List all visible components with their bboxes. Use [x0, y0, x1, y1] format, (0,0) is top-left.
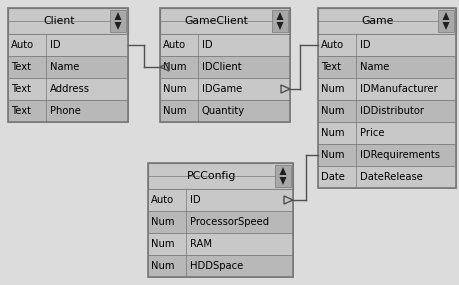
- Bar: [8, 100, 128, 122]
- Bar: [271, 10, 287, 32]
- Text: IDRequirements: IDRequirements: [359, 150, 439, 160]
- Bar: [8, 78, 128, 100]
- Text: ProcessorSpeed: ProcessorSpeed: [190, 217, 269, 227]
- Bar: [8, 34, 128, 56]
- Text: Auto: Auto: [11, 40, 34, 50]
- Bar: [148, 189, 292, 211]
- Text: HDDSpace: HDDSpace: [190, 261, 243, 271]
- Bar: [317, 8, 455, 34]
- Text: Text: Text: [11, 62, 31, 72]
- Bar: [160, 8, 289, 122]
- Bar: [317, 144, 455, 166]
- Text: RAM: RAM: [190, 239, 212, 249]
- Bar: [317, 56, 455, 78]
- Text: Text: Text: [320, 62, 340, 72]
- Bar: [110, 10, 126, 32]
- Bar: [8, 8, 128, 34]
- Polygon shape: [276, 12, 283, 20]
- Text: Num: Num: [320, 106, 344, 116]
- Bar: [148, 233, 292, 255]
- Bar: [317, 166, 455, 188]
- Polygon shape: [114, 22, 121, 30]
- Text: GameClient: GameClient: [184, 16, 247, 26]
- Bar: [317, 100, 455, 122]
- Text: Num: Num: [320, 128, 344, 138]
- Polygon shape: [279, 177, 286, 185]
- Text: Text: Text: [11, 106, 31, 116]
- Text: IDManufacturer: IDManufacturer: [359, 84, 437, 94]
- Text: Auto: Auto: [151, 195, 174, 205]
- Bar: [160, 34, 289, 56]
- Text: Num: Num: [320, 84, 344, 94]
- Bar: [437, 10, 453, 32]
- Bar: [148, 211, 292, 233]
- Bar: [317, 34, 455, 56]
- Text: Name: Name: [359, 62, 388, 72]
- Bar: [8, 56, 128, 78]
- Text: PCConfig: PCConfig: [186, 171, 235, 181]
- Text: Num: Num: [151, 261, 174, 271]
- Polygon shape: [442, 22, 448, 30]
- Text: ID: ID: [50, 40, 61, 50]
- Text: Num: Num: [151, 239, 174, 249]
- Text: Phone: Phone: [50, 106, 81, 116]
- Polygon shape: [276, 22, 283, 30]
- Text: Date: Date: [320, 172, 344, 182]
- Text: Auto: Auto: [162, 40, 186, 50]
- Polygon shape: [114, 12, 121, 20]
- Text: IDGame: IDGame: [202, 84, 242, 94]
- Text: Price: Price: [359, 128, 384, 138]
- Bar: [317, 8, 455, 188]
- Text: ID: ID: [359, 40, 370, 50]
- Bar: [148, 255, 292, 277]
- Bar: [317, 122, 455, 144]
- Bar: [317, 78, 455, 100]
- Text: Num: Num: [162, 106, 186, 116]
- Bar: [160, 78, 289, 100]
- Text: Game: Game: [361, 16, 393, 26]
- Text: Quantity: Quantity: [202, 106, 245, 116]
- Text: Num: Num: [162, 84, 186, 94]
- Bar: [160, 56, 289, 78]
- Text: ID: ID: [190, 195, 200, 205]
- Text: Address: Address: [50, 84, 90, 94]
- Text: Text: Text: [11, 84, 31, 94]
- Text: Auto: Auto: [320, 40, 343, 50]
- Text: Num: Num: [162, 62, 186, 72]
- Text: IDClient: IDClient: [202, 62, 241, 72]
- Bar: [8, 8, 128, 122]
- Text: Num: Num: [320, 150, 344, 160]
- Bar: [148, 163, 292, 189]
- Text: IDDistributor: IDDistributor: [359, 106, 423, 116]
- Bar: [160, 100, 289, 122]
- Text: Name: Name: [50, 62, 79, 72]
- Text: DateRelease: DateRelease: [359, 172, 422, 182]
- Text: ID: ID: [202, 40, 212, 50]
- Bar: [160, 8, 289, 34]
- Polygon shape: [442, 12, 448, 20]
- Bar: [274, 165, 291, 187]
- Text: Num: Num: [151, 217, 174, 227]
- Text: Client: Client: [43, 16, 75, 26]
- Polygon shape: [279, 167, 286, 175]
- Bar: [148, 163, 292, 277]
